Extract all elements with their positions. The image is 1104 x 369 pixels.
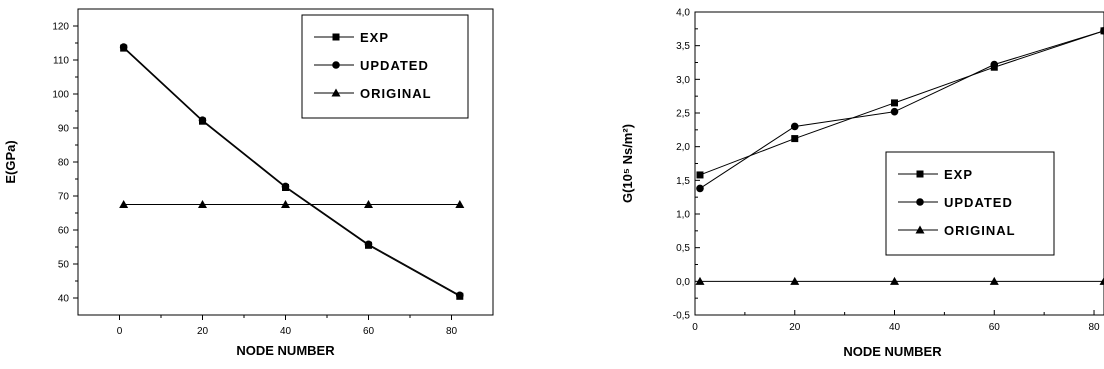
data-point (1099, 276, 1104, 285)
x-axis-title: NODE NUMBER (236, 343, 335, 358)
y-tick-label: 3,0 (676, 75, 690, 86)
data-point (695, 276, 705, 285)
y-tick-label: 100 (52, 90, 69, 101)
data-point (791, 135, 799, 143)
data-point (891, 99, 899, 107)
data-point (696, 184, 704, 193)
legend: EXP UPDATED ORIGINAL (301, 14, 469, 119)
data-point (281, 200, 290, 208)
data-point (790, 122, 799, 131)
series-updated (696, 27, 1104, 193)
y-tick-label: 2,5 (676, 109, 690, 120)
y-tick-label: 80 (58, 158, 70, 169)
legend-marker (916, 170, 924, 178)
y-tick-label: 2,0 (676, 142, 690, 153)
y-tick-label: 1,5 (676, 176, 690, 187)
data-point (696, 171, 704, 179)
data-point (198, 200, 207, 208)
x-tick-label: 20 (789, 322, 801, 333)
data-point (364, 200, 373, 208)
y-tick-label: 0,5 (676, 243, 690, 254)
x-tick-label: 80 (1088, 322, 1100, 333)
series-original (695, 276, 1104, 285)
x-tick-label: 0 (117, 326, 123, 337)
data-point (790, 276, 800, 285)
x-axis-title: NODE NUMBER (843, 344, 942, 359)
y-tick-label: 0,0 (676, 277, 690, 288)
series-original (119, 200, 465, 208)
y-axis-title: G(10⁵ Ns/m²) (620, 124, 635, 203)
data-point (890, 107, 899, 116)
damping-chart: -0,5 0,0 0,5 1,0 1,5 2,0 2,5 3,0 3,5 4,0 0 20 40 60 80… (620, 8, 1104, 359)
data-point (281, 182, 290, 191)
y-tick-label: 110 (53, 56, 69, 67)
y-tick-label: 1,0 (676, 210, 690, 221)
legend-label: EXP (944, 167, 973, 182)
y-tick-label: 120 (52, 22, 69, 33)
y-tick-label: 60 (58, 226, 70, 237)
data-point (1100, 27, 1104, 35)
y-tick-label: 90 (58, 124, 70, 135)
x-tick-label: 40 (889, 322, 901, 333)
y-tick-label: 70 (58, 192, 70, 203)
legend-marker (332, 33, 340, 41)
data-point (455, 200, 465, 208)
legend-label: ORIGINAL (944, 223, 1016, 238)
data-point (890, 276, 900, 285)
y-tick-label: 50 (58, 260, 70, 271)
y-tick-label: 40 (58, 294, 70, 305)
legend-box (885, 151, 1055, 256)
legend-label: UPDATED (360, 58, 429, 73)
data-point (456, 291, 464, 300)
data-point (198, 116, 207, 124)
data-point (989, 276, 999, 285)
y-axis-title: E(GPa) (3, 140, 18, 183)
x-tick-label: 40 (280, 326, 292, 337)
x-tick-label: 0 (692, 322, 698, 333)
legend-box (301, 14, 469, 119)
legend-label: UPDATED (944, 195, 1013, 210)
y-tick-label: -0,5 (673, 311, 691, 322)
series-updated (119, 43, 464, 300)
legend: EXP UPDATED ORIGINAL (885, 151, 1055, 256)
x-tick-label: 60 (363, 326, 375, 337)
legend-label: ORIGINAL (360, 86, 432, 101)
legend-marker (332, 61, 340, 69)
legend-marker (916, 198, 924, 206)
legend-marker (915, 225, 925, 234)
elastic-modulus-chart: 40 50 60 70 80 90 100 110 120 0 20 40 60 80 NODE NUMBE… (3, 8, 494, 358)
x-tick-label: 20 (197, 326, 209, 337)
y-tick-label: 3,5 (676, 41, 690, 52)
x-tick-label: 80 (446, 326, 458, 337)
legend-marker (331, 88, 341, 97)
x-tick-label: 60 (989, 322, 1001, 333)
legend-label: EXP (360, 30, 389, 45)
data-point (364, 240, 373, 249)
y-tick-label: 4,0 (676, 8, 690, 19)
data-point (990, 60, 999, 69)
data-point (119, 200, 129, 208)
data-point (119, 43, 128, 51)
